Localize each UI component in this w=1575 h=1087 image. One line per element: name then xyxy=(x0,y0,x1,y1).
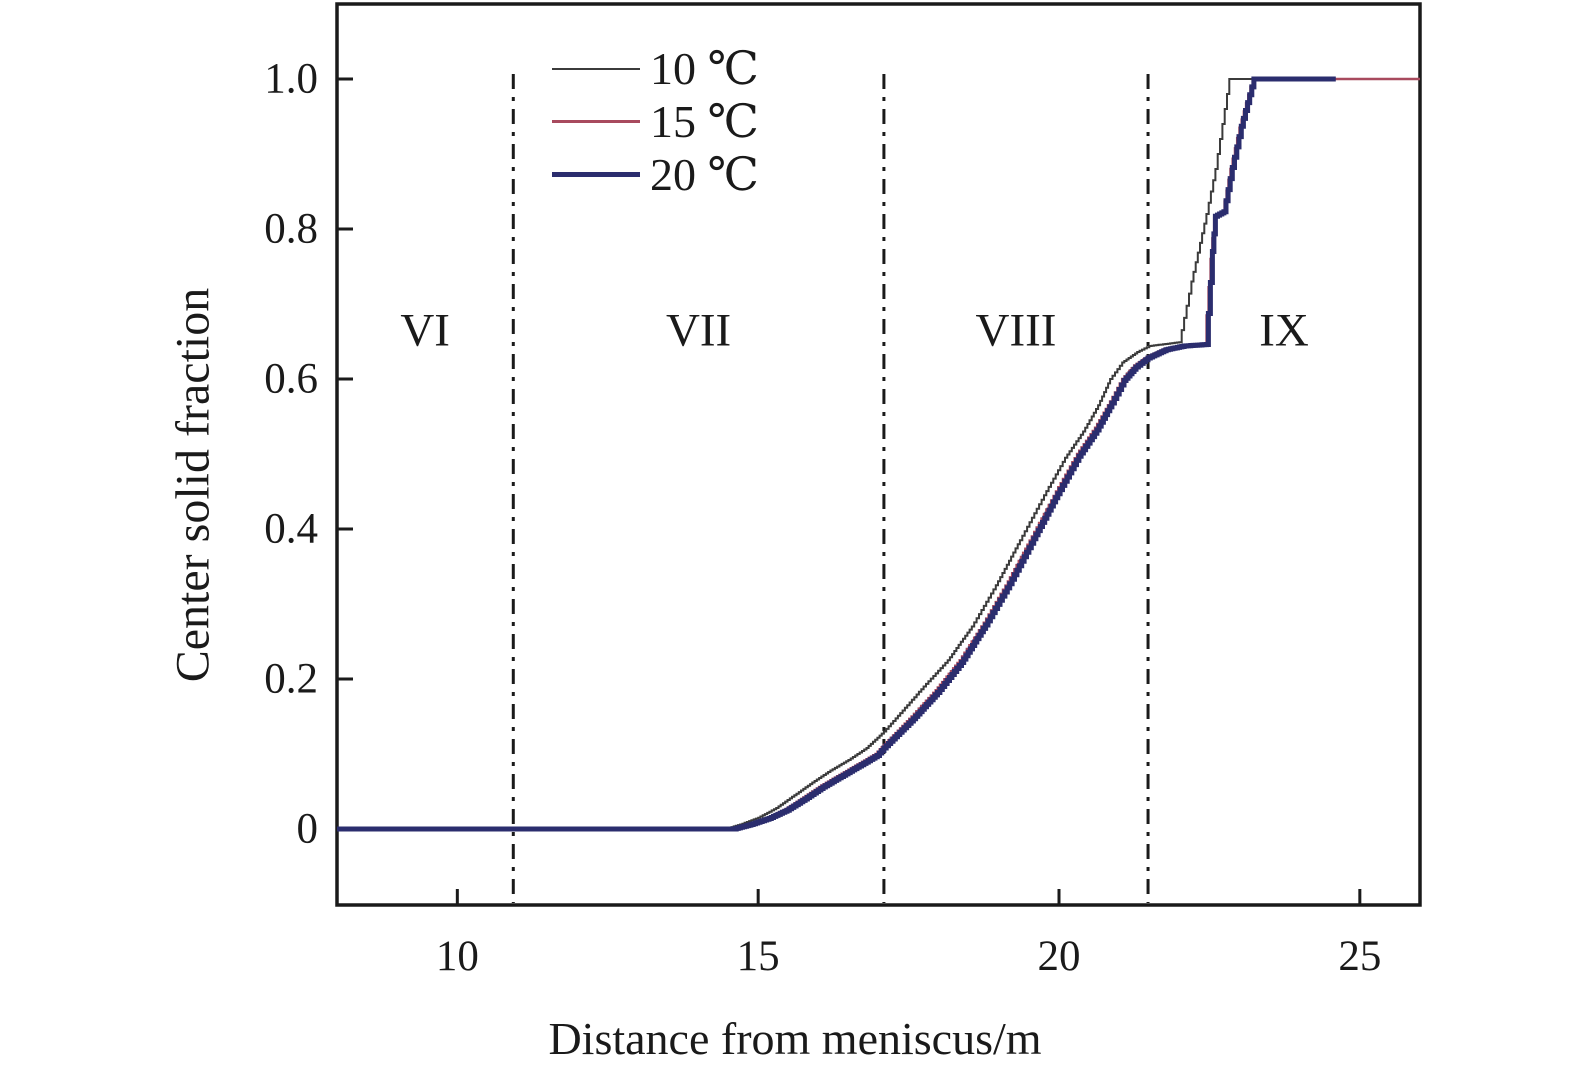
region-label-ix: IX xyxy=(1259,304,1309,357)
legend-line-sample xyxy=(552,67,640,70)
series-line-10℃ xyxy=(337,78,1420,830)
legend-item: 15 ℃ xyxy=(552,95,759,148)
y-tick-label: 0.6 xyxy=(264,355,318,403)
x-tick-label: 15 xyxy=(736,933,780,980)
legend-line-sample xyxy=(552,120,640,123)
legend: 10 ℃ 15 ℃ 20 ℃ xyxy=(552,42,759,201)
legend-label: 10 ℃ xyxy=(650,42,759,94)
plot-frame xyxy=(335,2,1422,907)
y-tick-label: 0.8 xyxy=(264,205,318,253)
region-label-vi: VI xyxy=(400,304,450,357)
y-axis-title: Center solid fraction xyxy=(166,287,220,683)
legend-item: 20 ℃ xyxy=(552,148,759,201)
x-tick-label: 20 xyxy=(1037,933,1081,980)
legend-item: 10 ℃ xyxy=(552,42,759,95)
y-tick-label: 0.2 xyxy=(264,655,318,703)
region-label-vii: VII xyxy=(665,304,732,357)
legend-label: 15 ℃ xyxy=(650,95,759,147)
legend-label: 20 ℃ xyxy=(650,148,759,200)
region-label-viii: VIII xyxy=(975,304,1057,357)
y-tick-label: 0.4 xyxy=(264,505,318,553)
x-tick-label: 25 xyxy=(1338,933,1382,980)
y-tick-label: 1.0 xyxy=(264,55,318,103)
y-tick-label: 0 xyxy=(296,805,319,853)
series-line-20℃ xyxy=(337,76,1336,832)
series-line-15℃ xyxy=(337,77,1420,831)
x-tick-label: 10 xyxy=(435,933,479,980)
legend-line-sample xyxy=(552,172,640,177)
x-axis-title: Distance from meniscus/m xyxy=(548,1013,1042,1064)
